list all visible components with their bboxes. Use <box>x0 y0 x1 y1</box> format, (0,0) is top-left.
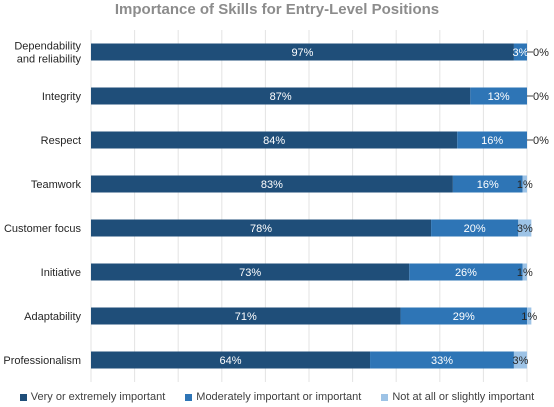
legend-item-not-important: Not at all or slightly important <box>381 389 534 405</box>
data-label-integrity-very-or-extremely-important: 87% <box>270 91 292 103</box>
category-label-line: Customer focus <box>4 223 82 235</box>
category-label-professionalism: Professionalism <box>3 355 81 367</box>
data-label-respect-moderately-important-or-important: 16% <box>481 135 503 147</box>
bar-integrity-very-or-extremely-important <box>91 87 471 105</box>
bar-teamwork-not-at-all-or-slightly-important <box>522 175 527 193</box>
data-label-professionalism-moderately-important-or-important: 33% <box>431 355 453 367</box>
legend-label-very-important: Very or extremely important <box>30 391 166 403</box>
category-label-teamwork: Teamwork <box>31 179 82 191</box>
bar-respect-moderately-important-or-important <box>457 131 527 149</box>
legend-swatch-moderately-important <box>185 393 193 401</box>
bar-adaptability-very-or-extremely-important <box>91 307 401 325</box>
legend-item-very-important: Very or extremely important <box>19 389 166 405</box>
chart-title: Importance of Skills for Entry-Level Pos… <box>114 1 440 18</box>
bar-customer-focus-very-or-extremely-important <box>91 219 432 237</box>
bar-dependability-and-reliability-moderately-important-or-important <box>513 43 527 61</box>
legend-swatch-not-important <box>381 393 389 401</box>
data-label-initiative-moderately-important-or-important: 26% <box>455 267 477 279</box>
data-label-respect-very-or-extremely-important: 84% <box>263 135 285 147</box>
data-label-respect-not-at-all-or-slightly-important: 0% <box>533 135 549 147</box>
legend-label-not-important: Not at all or slightly important <box>392 391 535 403</box>
chart-legend: Very or extremely important Moderately i… <box>0 389 554 405</box>
data-label-adaptability-moderately-important-or-important: 29% <box>453 311 475 323</box>
data-label-adaptability-not-at-all-or-slightly-important: 1% <box>521 311 537 323</box>
bar-professionalism-very-or-extremely-important <box>91 351 371 369</box>
data-label-integrity-moderately-important-or-important: 13% <box>488 91 510 103</box>
category-label-dependability-and-reliability: Dependability and reliability <box>14 41 81 66</box>
data-label-professionalism-very-or-extremely-important: 64% <box>220 355 242 367</box>
category-label-line: Adaptability <box>24 311 81 323</box>
data-label-integrity-not-at-all-or-slightly-important: 0% <box>533 91 549 103</box>
category-label-initiative: Initiative <box>41 267 81 279</box>
bar-professionalism-moderately-important-or-important <box>370 351 514 369</box>
category-label-integrity: Integrity <box>42 91 82 103</box>
category-label-line: Teamwork <box>31 179 82 191</box>
bar-respect-very-or-extremely-important <box>91 131 458 149</box>
data-label-initiative-not-at-all-or-slightly-important: 1% <box>517 267 533 279</box>
category-label-line: Respect <box>41 135 81 147</box>
category-label-line: Dependability <box>14 41 81 53</box>
bar-adaptability-moderately-important-or-important <box>400 307 527 325</box>
bar-initiative-very-or-extremely-important <box>91 263 410 281</box>
bar-dependability-and-reliability-very-or-extremely-important <box>91 43 514 61</box>
category-label-line: Integrity <box>42 91 82 103</box>
legend-item-moderately-important: Moderately important or important <box>185 389 361 405</box>
data-label-initiative-very-or-extremely-important: 73% <box>239 267 261 279</box>
data-label-teamwork-not-at-all-or-slightly-important: 1% <box>517 179 533 191</box>
data-label-professionalism-not-at-all-or-slightly-important: 3% <box>513 355 529 367</box>
data-label-dependability-and-reliability-moderately-important-or-important: 3% <box>513 47 529 59</box>
category-label-respect: Respect <box>41 135 81 147</box>
bar-teamwork-very-or-extremely-important <box>91 175 453 193</box>
bar-customer-focus-not-at-all-or-slightly-important <box>518 219 532 237</box>
bar-customer-focus-moderately-important-or-important <box>431 219 519 237</box>
category-label-line: Initiative <box>41 267 81 279</box>
bar-initiative-not-at-all-or-slightly-important <box>522 263 527 281</box>
bar-integrity-moderately-important-or-important <box>470 87 527 105</box>
data-label-dependability-and-reliability-not-at-all-or-slightly-important: 0% <box>533 47 549 59</box>
category-label-line: and reliability <box>17 54 82 66</box>
data-label-teamwork-moderately-important-or-important: 16% <box>477 179 499 191</box>
category-label-adaptability: Adaptability <box>24 311 81 323</box>
data-label-customer-focus-not-at-all-or-slightly-important: 3% <box>517 223 533 235</box>
data-label-dependability-and-reliability-very-or-extremely-important: 97% <box>291 47 313 59</box>
bar-professionalism-not-at-all-or-slightly-important <box>513 351 527 369</box>
legend-swatch-very-important <box>19 393 27 401</box>
legend-label-moderately-important: Moderately important or important <box>196 391 362 403</box>
data-label-customer-focus-moderately-important-or-important: 20% <box>464 223 486 235</box>
chart-plot: Dependability and reliability 97% 3% 0% Integ… <box>3 30 549 382</box>
data-label-customer-focus-very-or-extremely-important: 78% <box>250 223 272 235</box>
data-label-adaptability-very-or-extremely-important: 71% <box>235 311 257 323</box>
category-label-customer-focus: Customer focus <box>4 223 82 235</box>
data-label-teamwork-very-or-extremely-important: 83% <box>261 179 283 191</box>
category-label-line: Professionalism <box>3 355 81 367</box>
bar-initiative-moderately-important-or-important <box>409 263 523 281</box>
bar-teamwork-moderately-important-or-important <box>452 175 523 193</box>
bar-adaptability-not-at-all-or-slightly-important <box>527 307 532 325</box>
